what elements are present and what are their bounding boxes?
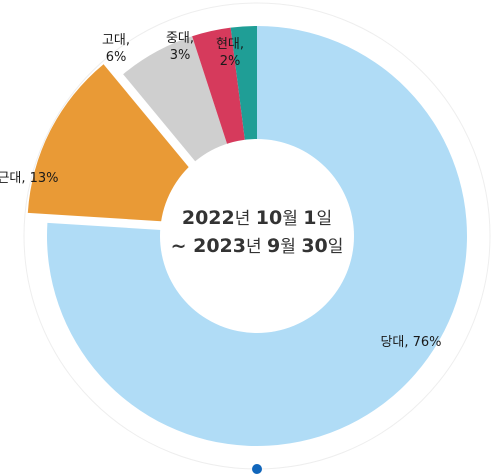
- slice-label-당대: 당대, 76%: [380, 335, 441, 350]
- center-date-end: ~ 2023년 9월 30일: [171, 235, 344, 257]
- slice-label-중대: 중대, 3%: [166, 31, 194, 63]
- slice-label-현대: 현대, 2%: [216, 37, 244, 69]
- center-date-start: 2022년 10월 1일: [182, 207, 332, 229]
- center-hole: [160, 139, 354, 333]
- bottom-marker-dot: [252, 464, 262, 474]
- slice-labels-group: 당대, 76% 근대, 13% 고대, 6% 중대, 3% 현대, 2%: [0, 31, 442, 350]
- slice-label-고대: 고대, 6%: [102, 33, 130, 65]
- slice-label-근대: 근대, 13%: [0, 171, 59, 186]
